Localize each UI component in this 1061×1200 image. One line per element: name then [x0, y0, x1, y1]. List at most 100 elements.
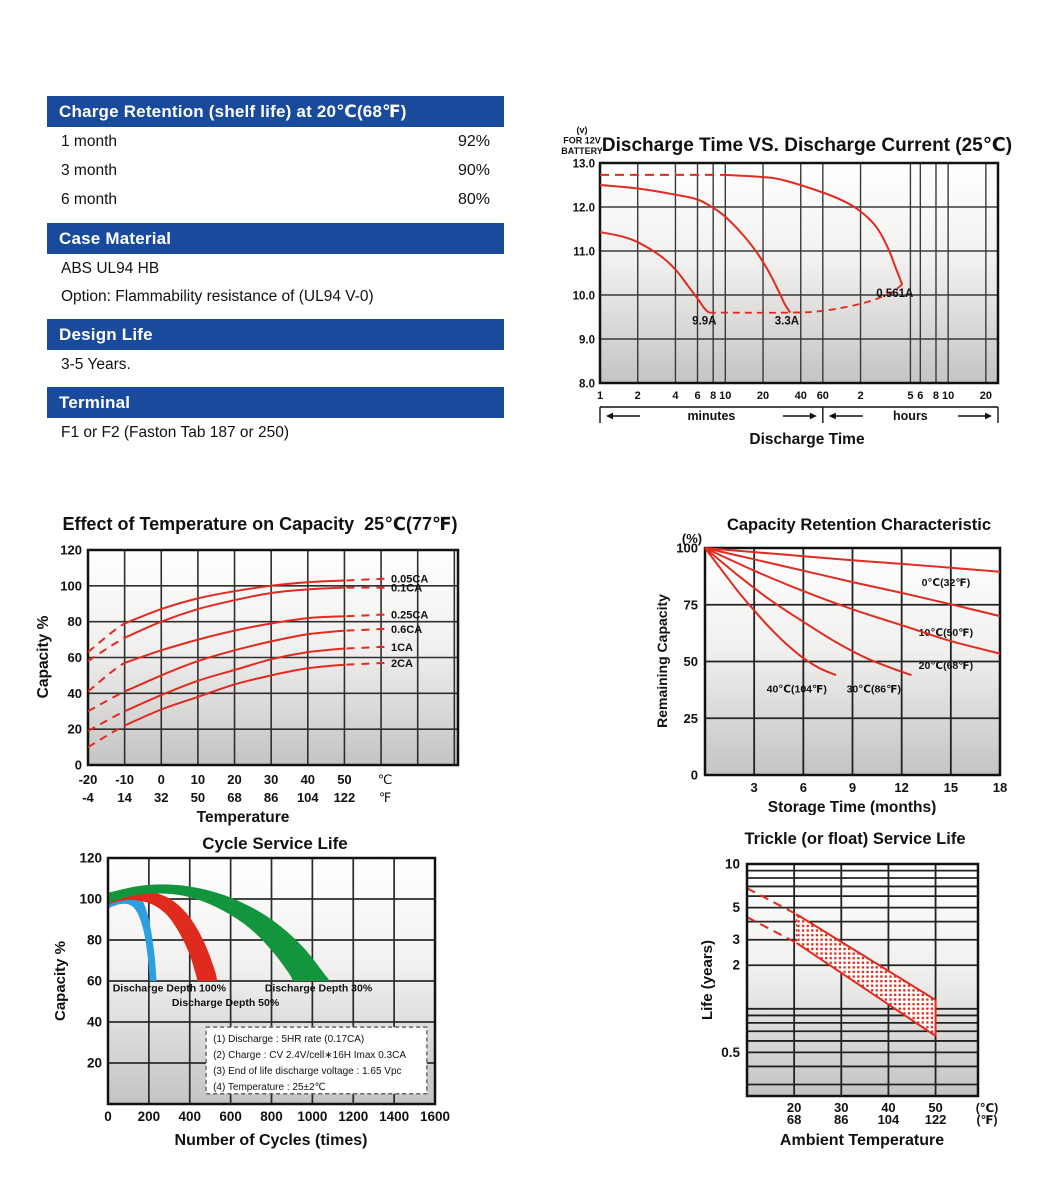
notes-box	[205, 1026, 428, 1095]
y-tick-label: 12.0	[573, 203, 595, 215]
x-tick-label: 6	[800, 780, 807, 795]
plot-frame	[106, 856, 437, 1106]
y-tick-label: 20	[87, 1056, 102, 1071]
curve-label: 30℃(86℉)	[847, 684, 901, 696]
y-tick-label: 80	[87, 933, 102, 948]
x-tick-label: 1000	[297, 1109, 327, 1124]
x-tick-label: 1200	[338, 1109, 368, 1124]
x-tick-label-fahrenheit: 68	[227, 790, 241, 805]
band-label: Discharge Depth 30%	[265, 983, 373, 995]
spec-header-terminal: Terminal	[47, 387, 504, 418]
x-tick-label-fahrenheit: 104	[878, 1112, 900, 1127]
x-tick-label-fahrenheit: 32	[154, 790, 168, 805]
curve-label: 0.1CA	[391, 583, 422, 595]
curve-dash-head	[87, 690, 126, 713]
x-tick-label-celsius: 0	[158, 772, 165, 787]
curve-0.561A	[722, 173, 904, 285]
spec-text: ABS UL94 HB	[61, 259, 160, 277]
spec-row: 3 month 90%	[47, 156, 504, 185]
y-tick-label: 3	[732, 932, 740, 947]
x-tick-label: 1400	[379, 1109, 409, 1124]
y-tick-label: 0.5	[721, 1045, 740, 1060]
curve-label: 40℃(104℉)	[767, 684, 827, 696]
x-tick-label-fahrenheit: 122	[334, 790, 356, 805]
x-tick-label: 20	[980, 390, 992, 402]
y-axis-unit: (%)	[682, 531, 702, 546]
x-tick-label: 2	[857, 390, 863, 402]
y-tick-label: 5	[732, 900, 740, 915]
chart-title: Cycle Service Life	[202, 834, 348, 853]
x-tick-label: 60	[817, 390, 829, 402]
spec-header-charge-retention: Charge Retention (shelf life) at 20℃(68℉…	[47, 96, 504, 127]
y-tick-label: 50	[684, 654, 698, 669]
spec-header-case-material: Case Material	[47, 223, 504, 254]
spec-section-design-life: Design Life 3-5 Years.	[47, 319, 504, 378]
x-tick-label: 9	[849, 780, 856, 795]
spec-text: Option: Flammability resistance of (UL94…	[61, 287, 374, 305]
spec-section-case-material: Case Material ABS UL94 HB Option: Flamma…	[47, 223, 504, 310]
curve-dash-head	[87, 662, 126, 693]
y-tick-label: 120	[79, 851, 102, 866]
y-tick-label: 9.0	[579, 335, 595, 347]
chart-title: Capacity Retention Characteristic	[727, 516, 991, 534]
curve-dash-head	[87, 710, 126, 732]
band-label: Discharge Depth 100%	[113, 983, 227, 995]
x-tick-label: 12	[894, 780, 908, 795]
band-discharge-depth-50-	[108, 890, 218, 981]
x-tick-label-celsius: 10	[191, 772, 205, 787]
x-tick-label: 2	[635, 390, 641, 402]
x-axis-bracket	[599, 406, 999, 423]
y-tick-label: 75	[684, 597, 698, 612]
x-tick-label: 4	[672, 390, 679, 402]
curve-30℃(86℉)	[704, 547, 912, 677]
y-tick-label: 10	[725, 857, 740, 872]
spec-header-design-life: Design Life	[47, 319, 504, 350]
curve-0.1CA	[124, 586, 345, 639]
arrow-head-icon	[809, 412, 817, 420]
curve-label: 0.25CA	[391, 610, 428, 622]
y-tick-label: 80	[68, 614, 82, 629]
x-tick-label: 600	[219, 1109, 242, 1124]
specs-panel: Charge Retention (shelf life) at 20℃(68℉…	[47, 96, 504, 455]
plot-frame	[703, 546, 1002, 777]
chart-title: Trickle (or float) Service Life	[745, 830, 966, 848]
note-line: (4) Temperature : 25±2℃	[213, 1082, 326, 1093]
band-boundary	[795, 942, 937, 1037]
y-axis-unit-note: (v)	[577, 125, 588, 135]
curve-dash-tail	[346, 613, 387, 618]
x-tick-label: 20	[757, 390, 769, 402]
x-tick-label: 6	[917, 390, 923, 402]
curve-label: 0.6CA	[391, 624, 422, 636]
band-discharge-depth-30-	[108, 884, 330, 981]
x-tick-label: 0	[104, 1109, 112, 1124]
chart-title: Discharge Time VS. Discharge Current (25…	[602, 135, 1012, 156]
x-unit-fahrenheit: (℉)	[976, 1113, 997, 1127]
y-axis-title: Remaining Capacity	[654, 594, 670, 728]
x-tick-label-celsius: 30	[834, 1100, 848, 1115]
curve-0.6CA	[124, 629, 345, 693]
x-tick-label: 5	[907, 390, 913, 402]
x-unit-fahrenheit: ℉	[379, 790, 391, 805]
y-tick-label: 2	[732, 958, 740, 973]
y-axis-title: Capacity %	[52, 941, 69, 1021]
band-label: Discharge Depth 50%	[172, 997, 280, 1009]
curve-10℃(50℉)	[704, 547, 1001, 618]
plot-frame	[598, 161, 1000, 385]
spec-label: 6 month	[61, 191, 118, 208]
spec-row: 1 month 92%	[47, 127, 504, 156]
arrow-head-icon	[828, 412, 836, 420]
x-tick-label: 8	[933, 390, 939, 402]
y-axis-title: Life (years)	[699, 940, 716, 1020]
y-tick-label: 13.0	[573, 159, 595, 171]
curve-dash-tail	[346, 577, 387, 582]
y-tick-label: 0	[691, 768, 698, 783]
spec-label: 1 month	[61, 133, 118, 150]
plot-frame	[745, 862, 980, 1098]
spec-section-charge-retention: Charge Retention (shelf life) at 20℃(68℉…	[47, 96, 504, 214]
x-axis-title: Discharge Time	[749, 431, 865, 448]
y-axis-unit-note: FOR 12V	[563, 136, 601, 146]
curve-label: 20℃(68℉)	[919, 660, 973, 672]
spec-text: F1 or F2 (Faston Tab 187 or 250)	[61, 423, 290, 441]
